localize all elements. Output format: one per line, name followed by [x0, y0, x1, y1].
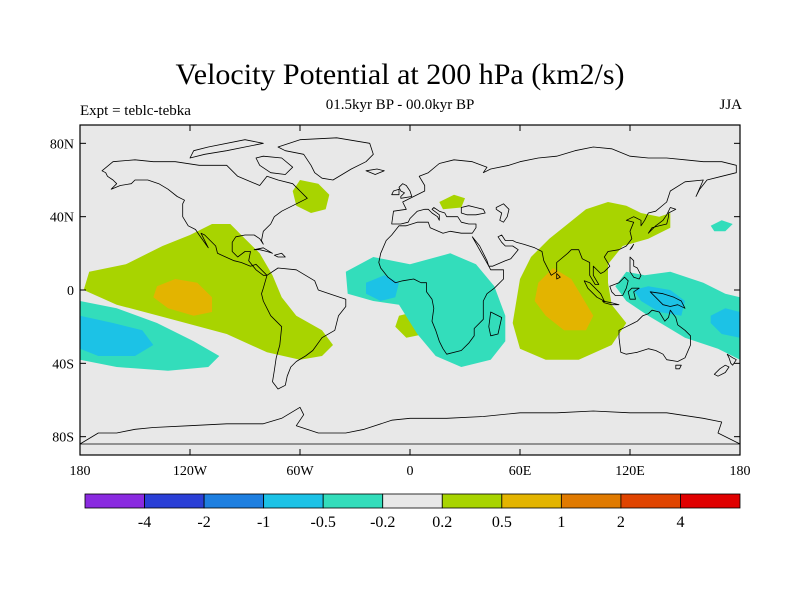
colorbar-swatch [382, 493, 443, 509]
coastline-canadian-arctic [189, 139, 264, 159]
contour-region-14 [80, 315, 154, 356]
coastline-new-zealand-south [713, 364, 730, 377]
lon-tick-label: 60W [286, 464, 314, 479]
contour-fill-layer [80, 180, 740, 371]
colorbar-swatch [144, 493, 205, 509]
colorbar-swatch [322, 493, 384, 509]
coastline-borneo [609, 276, 629, 296]
lat-tick-label: 40N [50, 211, 74, 226]
colorbar-label: -0.2 [370, 514, 395, 531]
coastline-new-guinea [649, 291, 686, 309]
lon-tick-label: 180 [730, 464, 751, 479]
coastline-south-america [261, 267, 347, 390]
coastline-cuba [253, 247, 273, 254]
coastline-ireland [391, 188, 400, 196]
contour-region-6 [366, 275, 399, 301]
coastline-eurasia-africa [378, 146, 737, 355]
lat-tick-label: 80N [50, 137, 74, 152]
coastline-hispaniola [273, 252, 286, 258]
lat-tick-label: 0 [67, 284, 74, 299]
coastline-antarctica [80, 406, 740, 445]
contour-region-3 [439, 194, 465, 210]
colorbar-label: 2 [617, 514, 625, 531]
coastline-iceland [365, 168, 385, 175]
coastline-british-isles [398, 183, 413, 199]
colorbar-swatch [680, 493, 741, 509]
colorbar-swatch [620, 493, 681, 509]
lon-tick-label: 180 [70, 464, 91, 479]
coastline-sri-lanka [556, 273, 561, 280]
coastline-australia [618, 309, 691, 362]
lon-tick-label: 0 [407, 464, 414, 479]
colorbar-label: -0.5 [311, 514, 336, 531]
colorbar-swatch [84, 493, 145, 509]
coastline-arabia-red-sea [471, 236, 490, 267]
contour-region-1 [153, 279, 212, 316]
coastline-madagascar [488, 311, 503, 337]
colorbar-label: 4 [676, 514, 684, 531]
colorbar-label: -2 [197, 514, 210, 531]
coastline-caspian-sea [495, 203, 510, 223]
colorbar-label: 1 [557, 514, 565, 531]
coastline-taiwan [629, 243, 635, 251]
colorbar-label: -1 [257, 514, 270, 531]
coastline-japan [647, 207, 677, 234]
coastline-north-america [101, 159, 308, 276]
coastline-layer [80, 137, 740, 445]
contour-region-8 [534, 268, 594, 331]
contour-region-2 [292, 180, 330, 213]
colorbar-swatch [560, 493, 622, 509]
lat-tick-label: 40S [52, 357, 74, 372]
period-label: 01.5kyr BP - 00.0kyr BP [325, 97, 475, 113]
longitude-axis: 180 120W 60W 0 60E 120E 180 [70, 125, 751, 479]
map-title: Velocity Potential at 200 hPa (km2/s) [175, 58, 625, 91]
experiment-label: Expt = teblc-tebka [80, 103, 191, 119]
colorbar-swatch [203, 493, 265, 509]
coastline-baffin [255, 155, 294, 175]
colorbar-swatch [263, 493, 324, 509]
colorbar-swatch [441, 493, 503, 509]
coastline-tasmania [675, 364, 682, 370]
colorbar-label: 0.5 [492, 514, 512, 531]
lon-tick-label: 120E [615, 464, 645, 479]
lon-tick-label: 60E [509, 464, 532, 479]
colorbar: -4 -2 -1 -0.5 -0.2 0.2 0.5 1 2 4 [84, 493, 741, 531]
coastline-new-zealand-north [726, 353, 737, 366]
season-label: JJA [719, 97, 742, 113]
coastline-philippines [629, 256, 642, 280]
colorbar-swatch [501, 493, 562, 509]
latitude-axis: 80N 40N 0 40S 80S [50, 137, 740, 446]
lat-tick-label: 80S [52, 431, 74, 446]
contour-region-12 [710, 220, 733, 232]
coastline-greenland [277, 137, 374, 181]
coastline-sulawesi [627, 287, 640, 300]
coastline-java [602, 300, 620, 306]
contour-region-11 [710, 308, 740, 338]
colorbar-label: 0.2 [432, 514, 452, 531]
colorbar-label: -4 [138, 514, 151, 531]
lon-tick-label: 120W [173, 464, 208, 479]
contour-region-0 [83, 224, 333, 360]
coastline-black-sea [460, 205, 486, 216]
